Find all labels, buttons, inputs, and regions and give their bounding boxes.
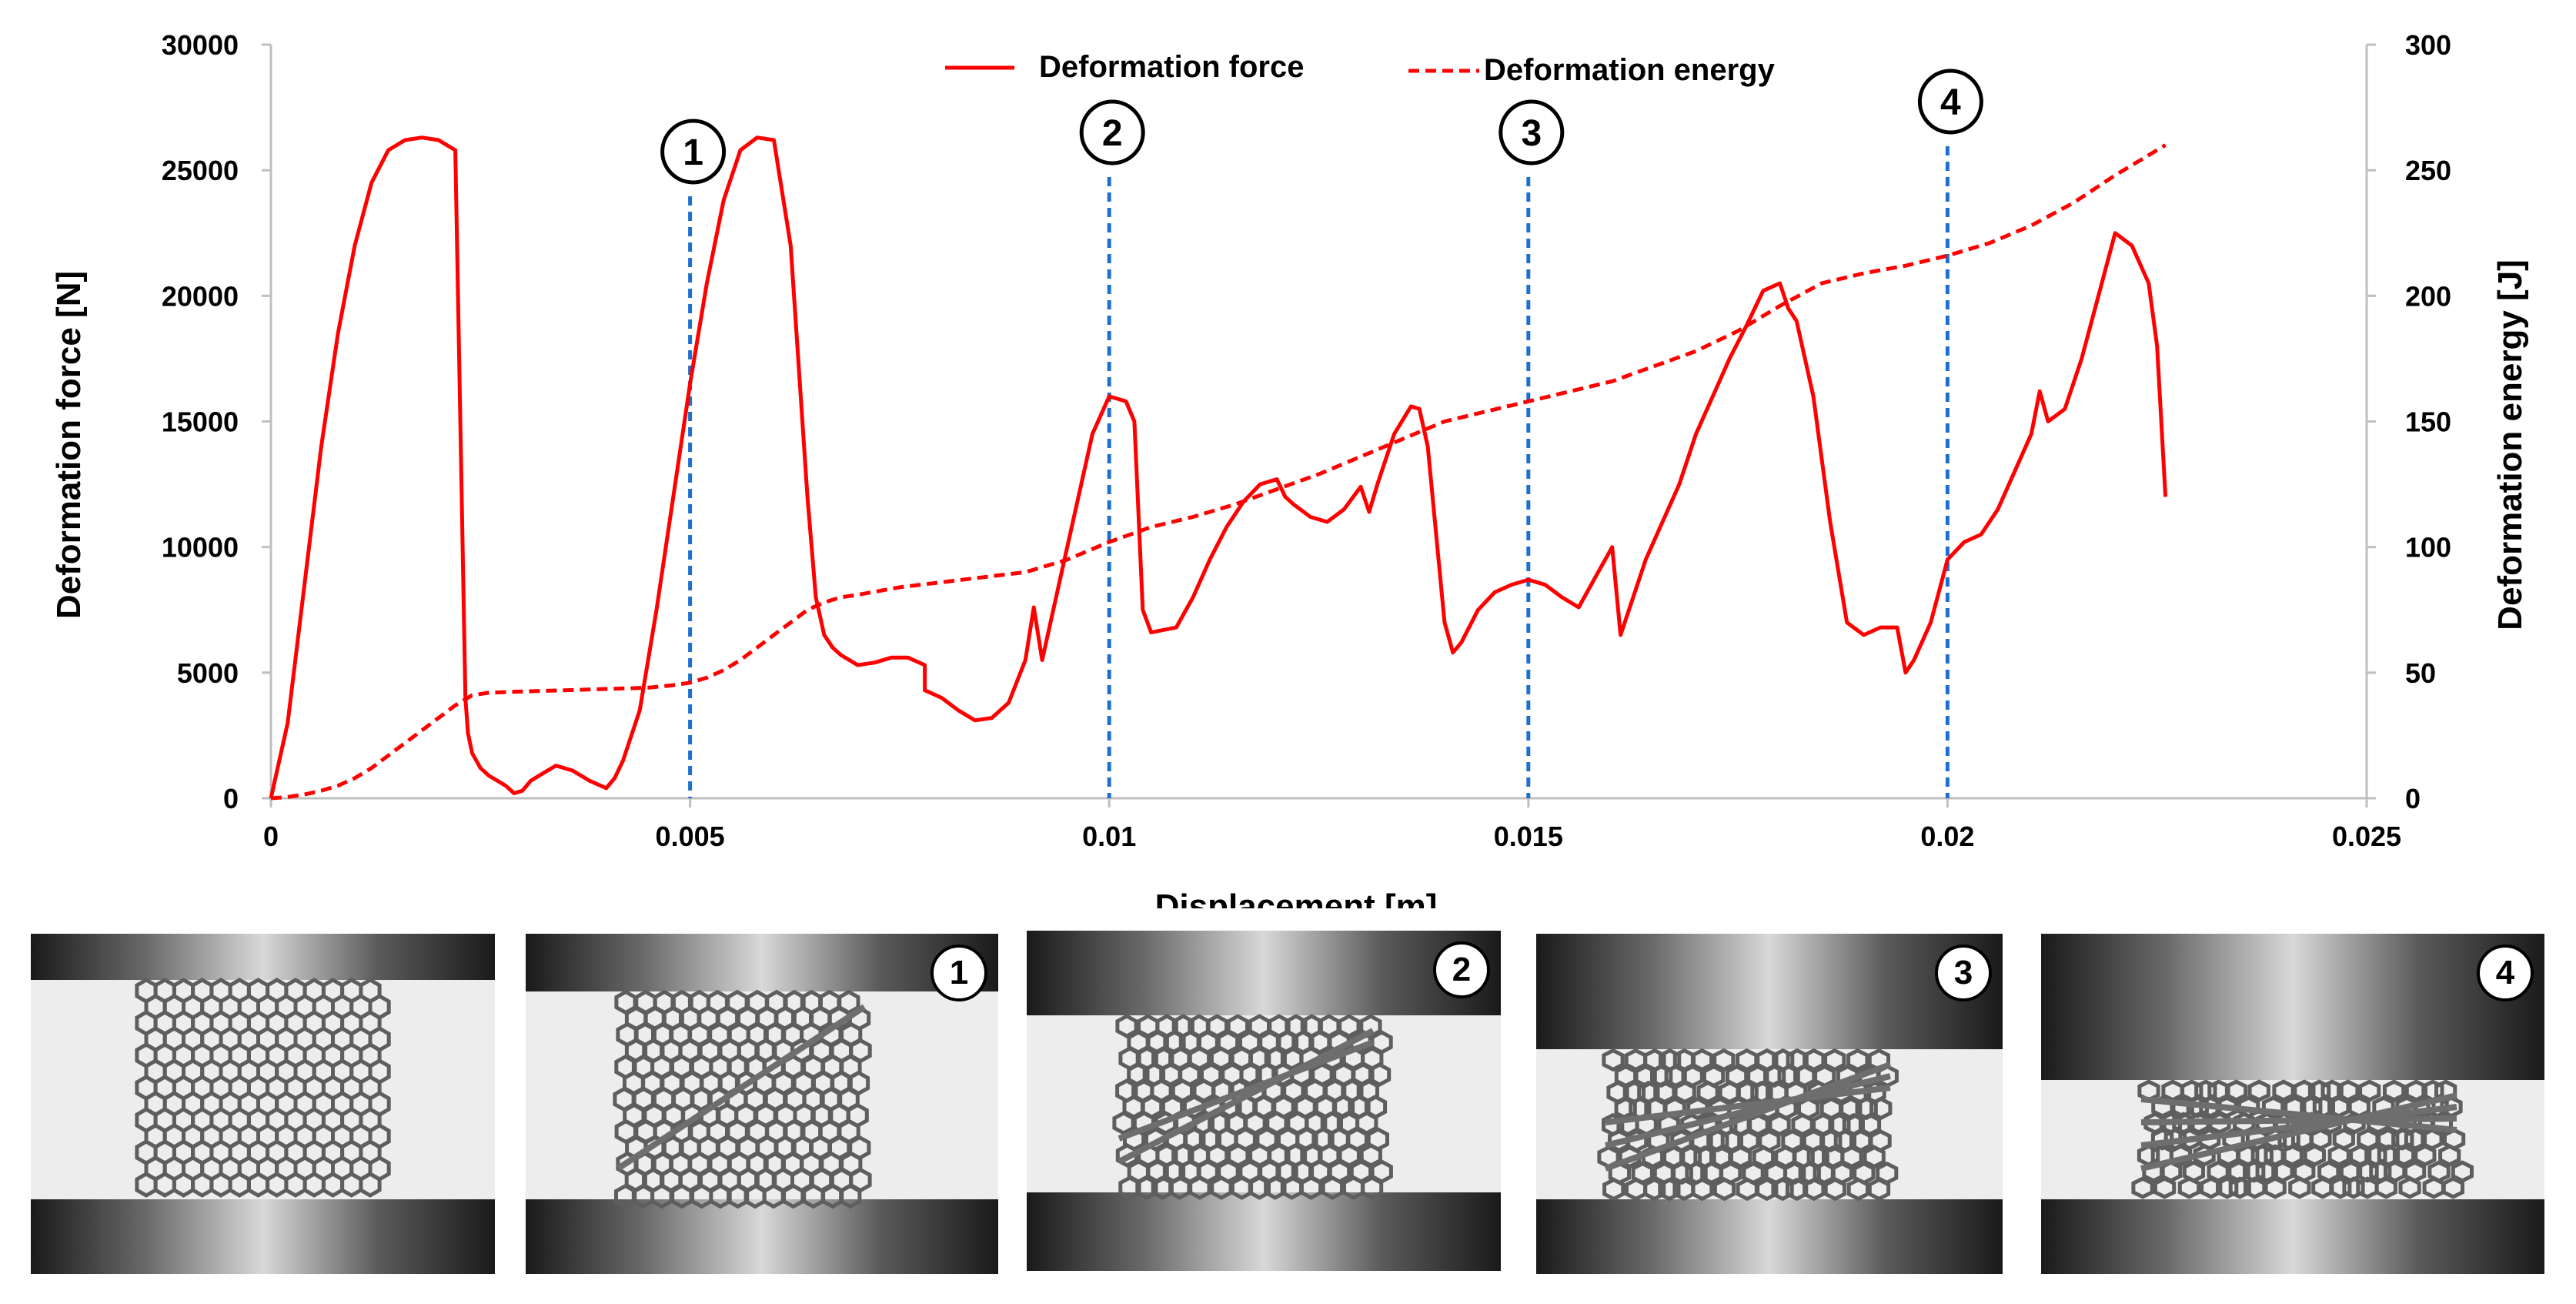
right-y-tick-label: 150 (2405, 406, 2451, 438)
left-y-tick-label: 30000 (162, 29, 239, 61)
left-y-tick-label: 25000 (162, 155, 239, 186)
photo-stage-badge: 1 (931, 945, 987, 1001)
x-tick-label: 0.02 (1920, 821, 1974, 852)
right-y-tick-label: 250 (2405, 155, 2451, 186)
x-tick-labels: 0 0.005 0.01 0.015 0.02 0.025 (263, 798, 2401, 852)
legend-energy-label: Deformation energy (1484, 53, 1776, 87)
left-y-tick-label: 10000 (162, 532, 239, 563)
right-y-axis-title: Deformation energy [J] (2491, 259, 2529, 630)
stage-markers: 1 2 3 4 (660, 69, 1983, 798)
specimen-photo: 1 (526, 934, 998, 1274)
left-y-axis-title: Deformation force [N] (50, 271, 88, 619)
stage-marker-label: 4 (1940, 82, 1961, 123)
left-y-tick-label: 15000 (162, 406, 239, 438)
photo-stage-badge: 3 (1935, 945, 1992, 1001)
right-y-tick-labels: 0 50 100 150 200 250 300 (2367, 29, 2451, 814)
left-y-tick-label: 20000 (162, 280, 239, 312)
x-tick-label: 0.025 (2332, 821, 2401, 852)
right-y-tick-label: 200 (2405, 280, 2451, 312)
right-y-tick-label: 100 (2405, 532, 2451, 563)
specimen-photo: 2 (1027, 931, 1501, 1271)
specimen-photo: 3 (1536, 934, 2003, 1274)
force-energy-chart: 0 0.005 0.01 0.015 0.02 0.025 050001000015000… (50, 29, 2529, 908)
x-tick-label: 0.005 (656, 821, 725, 852)
legend-force-label: Deformation force (1039, 50, 1305, 84)
axes (269, 45, 2368, 800)
left-y-tick-label: 5000 (177, 657, 239, 689)
x-tick-label: 0.01 (1082, 821, 1136, 852)
energy-series-line (270, 143, 2167, 801)
force-series-line (269, 135, 2168, 799)
left-y-tick-label: 0 (223, 783, 239, 814)
stage-marker-circle (1079, 99, 1145, 166)
stage-marker-label: 2 (1102, 113, 1123, 154)
stage-marker-label: 1 (683, 132, 703, 173)
stage-marker-circle (1498, 99, 1565, 166)
specimen-photo (31, 934, 495, 1274)
right-y-tick-label: 50 (2405, 657, 2436, 689)
stage-marker-circle (660, 119, 727, 185)
right-y-tick-label: 300 (2405, 29, 2451, 61)
photo-stage-badge: 4 (2477, 945, 2534, 1001)
x-tick-label: 0.015 (1494, 821, 1563, 852)
specimen-photo: 4 (2041, 934, 2544, 1274)
photo-stage-badge: 2 (1433, 941, 1490, 998)
x-axis-title: Displacement [m] (1155, 888, 1438, 908)
stage-marker-circle (1917, 69, 1983, 135)
left-y-tick-labels: 0 5000 10000 15000 20000 25000 30000 (162, 29, 271, 814)
right-y-tick-label: 0 (2405, 783, 2421, 814)
legend: Deformation force Deformation energy (945, 50, 1776, 87)
x-tick-label: 0 (263, 821, 279, 852)
series-lines (269, 135, 2168, 801)
stage-marker-label: 3 (1521, 113, 1542, 154)
